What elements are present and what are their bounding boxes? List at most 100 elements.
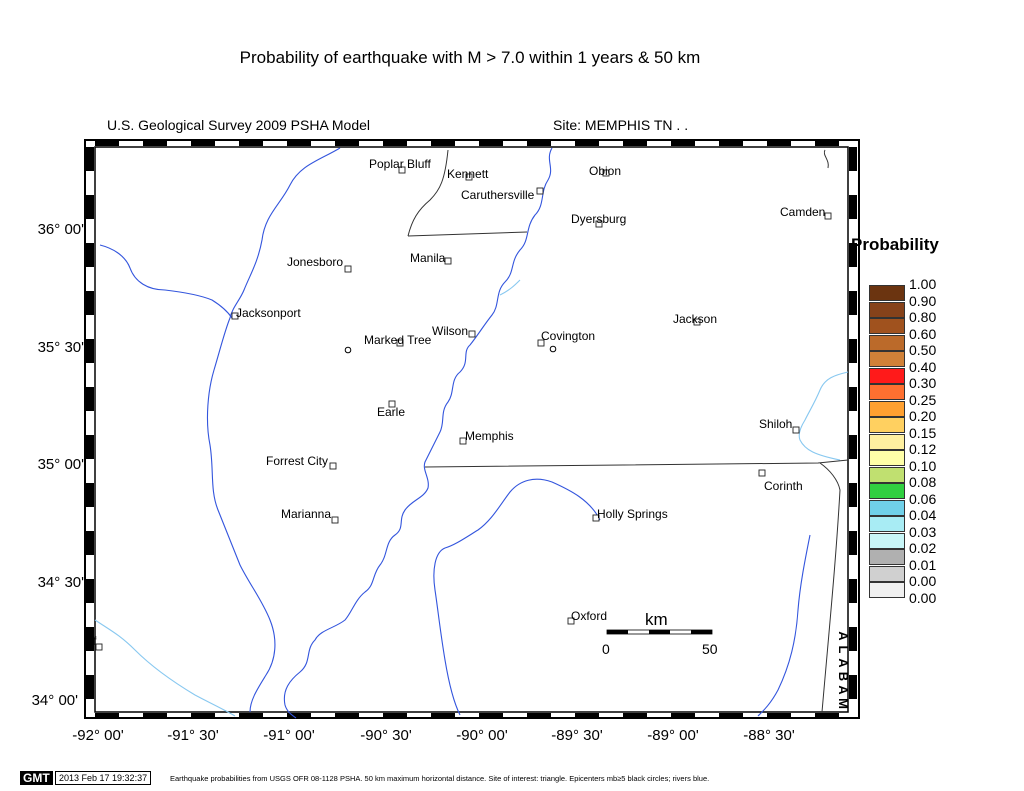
city-label: Dyersburg bbox=[571, 212, 627, 226]
state-label-char: L bbox=[836, 646, 851, 654]
legend-label: 0.60 bbox=[909, 325, 937, 342]
city-marker bbox=[398, 166, 406, 174]
city-marker bbox=[331, 516, 339, 524]
legend-label: 0.30 bbox=[909, 375, 937, 391]
lon-label-88-30: -88° 30' bbox=[743, 727, 795, 744]
city-label: Forrest City bbox=[266, 454, 329, 468]
lon-label-92-00: -92° 00' bbox=[72, 727, 124, 744]
frame-tick bbox=[623, 713, 647, 718]
legend-label-bottom: 0.00 bbox=[909, 589, 937, 606]
city-label: Shiloh bbox=[759, 417, 793, 431]
city-marker bbox=[231, 312, 239, 320]
frame-tick bbox=[849, 243, 857, 267]
city-marker bbox=[468, 330, 476, 338]
river-light-mid bbox=[499, 279, 521, 296]
river-tallahatchie bbox=[433, 478, 601, 716]
legend-swatch bbox=[869, 367, 905, 384]
model-header: U.S. Geological Survey 2009 PSHA Model bbox=[107, 117, 371, 133]
legend-swatch bbox=[869, 483, 905, 499]
border-tn-ky-river bbox=[823, 149, 829, 169]
frame-tick bbox=[767, 141, 791, 146]
legend-label: 0.10 bbox=[909, 457, 937, 474]
legend-swatch bbox=[869, 417, 905, 433]
legend-swatch bbox=[869, 301, 905, 318]
frame-tick bbox=[86, 387, 94, 411]
city-marker bbox=[758, 469, 766, 477]
frame-tick bbox=[86, 483, 94, 507]
city-label: Holly Springs bbox=[597, 507, 668, 521]
timestamp: 2013 Feb 17 19:32:37 bbox=[55, 771, 152, 785]
frame-tick bbox=[86, 675, 94, 699]
frame-tick bbox=[335, 141, 359, 146]
city-marker bbox=[592, 514, 600, 522]
frame-tick bbox=[623, 141, 647, 146]
city-marker bbox=[824, 212, 832, 220]
legend-label: 0.25 bbox=[909, 391, 937, 408]
state-label-char: A bbox=[836, 685, 851, 695]
border-ms-al bbox=[819, 462, 841, 713]
legend-swatch bbox=[869, 532, 905, 549]
city-marker bbox=[465, 173, 473, 181]
legend-swatch bbox=[869, 384, 905, 400]
frame-tick bbox=[86, 531, 94, 555]
city-marker bbox=[344, 265, 352, 273]
river-st-francis-west bbox=[99, 244, 233, 319]
frame-tick bbox=[383, 141, 407, 146]
legend-label: 0.08 bbox=[909, 474, 937, 490]
lat-label-35-00: 35° 00' bbox=[37, 456, 84, 473]
city-marker bbox=[388, 400, 396, 408]
frame-tick bbox=[849, 435, 857, 459]
legend-label: 0.40 bbox=[909, 358, 937, 375]
state-label-char: M bbox=[836, 698, 851, 709]
city-label: Earle bbox=[377, 405, 406, 419]
city-marker bbox=[396, 339, 404, 347]
city-label: Corinth bbox=[764, 479, 803, 493]
city-marker bbox=[792, 426, 800, 434]
lon-label-90-30: -90° 30' bbox=[360, 727, 412, 744]
frame-tick bbox=[575, 141, 599, 146]
frame-tick bbox=[86, 339, 94, 363]
map-title: Probability of earthquake with M > 7.0 w… bbox=[239, 48, 701, 67]
legend-label: 0.06 bbox=[909, 490, 937, 507]
frame-tick bbox=[719, 713, 743, 718]
frame-tick bbox=[575, 713, 599, 718]
frame-tick bbox=[143, 141, 167, 146]
city-label: Jonesboro bbox=[287, 255, 344, 269]
rivers-light bbox=[94, 279, 849, 717]
legend-label: 0.02 bbox=[909, 540, 937, 556]
frame-tick bbox=[849, 291, 857, 315]
legend-label: 0.12 bbox=[909, 441, 937, 457]
legend-label: 0.01 bbox=[909, 556, 937, 573]
city-marker bbox=[537, 339, 545, 347]
frame-tick bbox=[815, 713, 839, 718]
footer-caption: Earthquake probabilities from USGS OFR 0… bbox=[170, 774, 710, 783]
city-label: Poplar Bluff bbox=[369, 157, 431, 171]
legend-label: 0.00 bbox=[909, 573, 937, 589]
legend-swatch bbox=[869, 565, 905, 582]
city-marker bbox=[536, 187, 544, 195]
lon-label-91-30: -91° 30' bbox=[167, 727, 219, 744]
site-header: Site: MEMPHIS TN . . bbox=[553, 117, 689, 133]
frame-tick bbox=[719, 141, 743, 146]
scale-bar bbox=[606, 629, 713, 635]
border-tn-ms bbox=[424, 459, 849, 468]
frame-tick bbox=[671, 713, 695, 718]
city-label: Caruthersville bbox=[461, 188, 535, 202]
epicenter-circle bbox=[344, 346, 352, 354]
border-tn-mo bbox=[407, 231, 528, 237]
city-marker bbox=[595, 220, 603, 228]
legend-label: 0.15 bbox=[909, 424, 937, 441]
frame-tick bbox=[527, 141, 551, 146]
lon-label-89-30: -89° 30' bbox=[551, 727, 603, 744]
frame-tick bbox=[849, 579, 857, 603]
legend-label: 0.90 bbox=[909, 292, 937, 309]
gmt-badge: GMT bbox=[20, 771, 53, 785]
lon-label-91-00: -91° 00' bbox=[263, 727, 315, 744]
frame-tick bbox=[849, 627, 857, 651]
city-label: Marked Tree bbox=[364, 333, 432, 347]
river-tombigbee bbox=[757, 534, 811, 717]
frame-tick bbox=[95, 713, 119, 718]
frame-tick bbox=[815, 141, 839, 146]
frame-tick bbox=[479, 713, 503, 718]
city-marker bbox=[329, 462, 337, 470]
